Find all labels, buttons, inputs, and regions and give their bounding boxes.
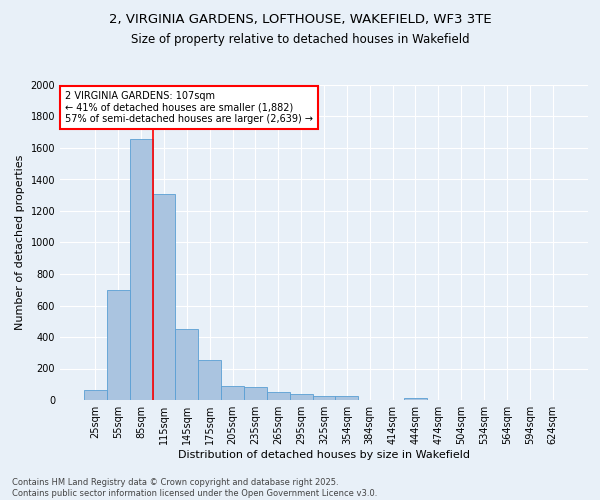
Y-axis label: Number of detached properties: Number of detached properties: [15, 155, 25, 330]
Bar: [404, 398, 427, 400]
Bar: [152, 194, 175, 400]
Bar: [313, 396, 335, 400]
Bar: [244, 386, 267, 400]
Bar: [267, 392, 290, 400]
Text: 2 VIRGINIA GARDENS: 107sqm
← 41% of detached houses are smaller (1,882)
57% of s: 2 VIRGINIA GARDENS: 107sqm ← 41% of deta…: [65, 92, 313, 124]
Text: Contains HM Land Registry data © Crown copyright and database right 2025.
Contai: Contains HM Land Registry data © Crown c…: [12, 478, 377, 498]
Bar: [198, 360, 221, 400]
Text: Size of property relative to detached houses in Wakefield: Size of property relative to detached ho…: [131, 32, 469, 46]
Bar: [335, 396, 358, 400]
Bar: [290, 394, 313, 400]
Bar: [107, 290, 130, 400]
X-axis label: Distribution of detached houses by size in Wakefield: Distribution of detached houses by size …: [178, 450, 470, 460]
Bar: [175, 329, 198, 400]
Bar: [84, 390, 107, 400]
Bar: [221, 386, 244, 400]
Text: 2, VIRGINIA GARDENS, LOFTHOUSE, WAKEFIELD, WF3 3TE: 2, VIRGINIA GARDENS, LOFTHOUSE, WAKEFIEL…: [109, 12, 491, 26]
Bar: [130, 138, 152, 400]
